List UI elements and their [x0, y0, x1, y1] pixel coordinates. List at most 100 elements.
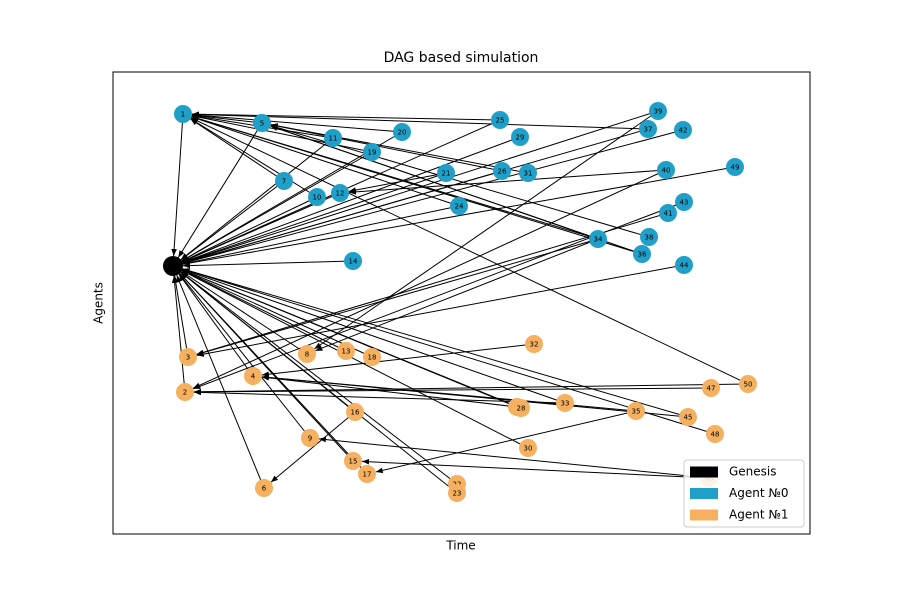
- node-label: 17: [363, 471, 372, 479]
- legend-label: Agent №0: [729, 486, 788, 500]
- edge: [181, 270, 529, 449]
- node-label: 26: [498, 168, 507, 176]
- node-label: 8: [305, 351, 309, 359]
- node-label: 47: [707, 385, 716, 393]
- edge: [190, 118, 285, 182]
- node-label: 31: [524, 170, 533, 178]
- node: [346, 403, 364, 421]
- edge: [190, 117, 749, 385]
- node: [179, 348, 197, 366]
- node: [491, 111, 509, 129]
- node-label: 37: [644, 126, 653, 134]
- node: [679, 408, 697, 426]
- node-label: 7: [282, 178, 286, 186]
- node: [739, 375, 757, 393]
- node-label: 41: [664, 210, 673, 218]
- node: [255, 479, 273, 497]
- edge: [180, 271, 458, 485]
- edge: [190, 118, 318, 198]
- node: [450, 197, 468, 215]
- node-label: 28: [517, 405, 526, 413]
- node-label: 33: [561, 400, 570, 408]
- edge: [181, 271, 308, 355]
- node: [706, 425, 724, 443]
- edge: [361, 458, 710, 479]
- node: [298, 345, 316, 363]
- edge: [196, 238, 599, 356]
- node: [358, 465, 376, 483]
- node: [519, 164, 537, 182]
- node: [674, 121, 692, 139]
- edges: [171, 110, 749, 494]
- edge: [182, 268, 716, 435]
- node-label: 5: [260, 120, 264, 128]
- node: [512, 399, 530, 417]
- node: [363, 143, 381, 161]
- node: [163, 256, 183, 276]
- edge: [191, 112, 403, 133]
- edge: [178, 273, 254, 377]
- node: [331, 184, 349, 202]
- legend-swatch: [690, 509, 718, 521]
- edge: [182, 129, 684, 265]
- node: [448, 484, 466, 502]
- node: [244, 367, 262, 385]
- node-label: 11: [329, 135, 338, 143]
- node-label: 48: [711, 431, 720, 439]
- edge: [315, 238, 599, 352]
- node: [675, 193, 693, 211]
- node: [511, 128, 529, 146]
- edge: [182, 205, 460, 266]
- node-label: 2: [183, 389, 187, 397]
- node-label: 29: [516, 134, 525, 142]
- node: [525, 335, 543, 353]
- node-label: 45: [684, 414, 693, 422]
- edge: [191, 114, 373, 153]
- plot-frame: [112, 71, 811, 535]
- node-label: 40: [662, 167, 671, 175]
- node-label: 13: [342, 348, 351, 356]
- edge: [182, 128, 649, 264]
- node: [344, 252, 362, 270]
- legend: Genesis Agent №0 Agent №1: [683, 459, 805, 528]
- edge: [180, 137, 334, 261]
- node-label: 18: [368, 354, 377, 362]
- node-label: 15: [349, 458, 358, 466]
- node: [363, 348, 381, 366]
- node-label: 44: [680, 262, 689, 270]
- node-label: 6: [262, 485, 267, 493]
- edge: [196, 264, 685, 357]
- node-label: 34: [594, 236, 603, 244]
- edge: [181, 196, 318, 263]
- edge: [192, 169, 667, 389]
- edge: [191, 111, 501, 121]
- edge: [173, 275, 189, 358]
- node-label: 30: [524, 445, 533, 453]
- edge: [176, 275, 265, 489]
- edge: [182, 268, 689, 418]
- node-label: 4: [251, 373, 256, 381]
- edge: [191, 116, 460, 207]
- node-label: 1: [181, 111, 185, 119]
- node: [493, 162, 511, 180]
- node-label: 35: [632, 408, 641, 416]
- edge: [182, 268, 566, 404]
- node: [627, 402, 645, 420]
- node: [702, 379, 720, 397]
- edge: [261, 375, 518, 408]
- node-label: 38: [645, 234, 654, 242]
- node: [174, 105, 192, 123]
- chart-title: DAG based simulation: [384, 50, 539, 66]
- node-label: 19: [368, 149, 377, 157]
- edge: [314, 110, 659, 350]
- node-label: 42: [679, 127, 688, 135]
- node: [659, 204, 677, 222]
- node: [437, 164, 455, 182]
- node-label: 24: [455, 203, 464, 211]
- node-label: 20: [398, 129, 407, 137]
- node: [639, 120, 657, 138]
- edge: [180, 180, 285, 261]
- edge: [191, 115, 643, 255]
